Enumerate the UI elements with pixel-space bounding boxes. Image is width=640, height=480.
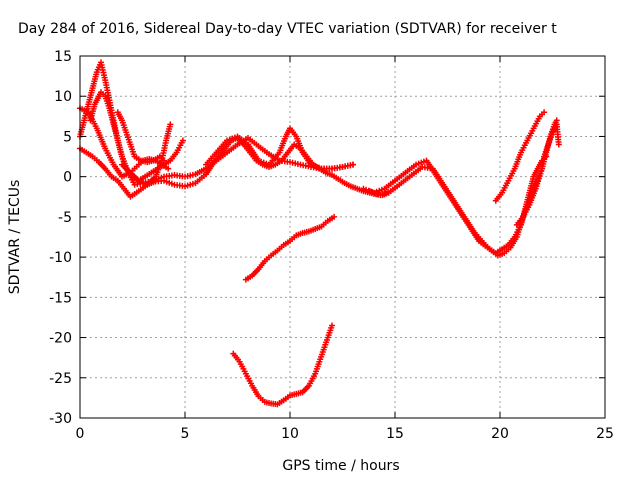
data-point (555, 141, 562, 148)
y-tick-label: 10 (54, 89, 72, 105)
x-tick-label: 0 (76, 426, 85, 442)
series-7 (203, 125, 356, 172)
data-point (329, 322, 335, 329)
series-10 (492, 109, 548, 204)
data-point (167, 121, 174, 128)
y-tick-label: -10 (49, 250, 72, 266)
y-tick-label: -20 (49, 331, 72, 347)
plot-frame (79, 55, 606, 419)
data-point (165, 165, 172, 172)
y-tick-label: 15 (54, 49, 72, 65)
y-tick-label: 5 (63, 129, 72, 145)
ticks: 0 5 10 15 20 25 -30 -25 -20 -15 -10 -5 0 5 10 15 (49, 49, 614, 442)
x-tick-label: 5 (181, 426, 190, 442)
x-tick-label: 10 (281, 426, 299, 442)
series-12 (541, 121, 562, 160)
grid (80, 56, 605, 418)
y-tick-label: -25 (49, 371, 72, 387)
series-11 (513, 117, 560, 228)
series-layer (77, 59, 562, 408)
series-6 (119, 121, 174, 188)
y-tick-label: 0 (63, 170, 72, 186)
series-9 (366, 164, 545, 259)
data-point (179, 137, 186, 144)
series-14 (230, 322, 335, 408)
chart-title: Day 284 of 2016, Sidereal Day-to-day VTE… (18, 21, 557, 37)
y-axis-label: SDTVAR / TECUs (7, 180, 23, 295)
x-tick-label: 25 (596, 426, 614, 442)
data-point (350, 161, 356, 168)
y-tick-label: -30 (49, 411, 72, 427)
x-axis-label: GPS time / hours (282, 458, 399, 474)
data-point (331, 213, 338, 220)
y-tick-label: -5 (58, 210, 72, 226)
series-13 (242, 213, 338, 283)
data-point (541, 109, 548, 116)
y-tick-label: -15 (49, 290, 72, 306)
x-tick-label: 15 (386, 426, 404, 442)
x-tick-label: 20 (491, 426, 509, 442)
